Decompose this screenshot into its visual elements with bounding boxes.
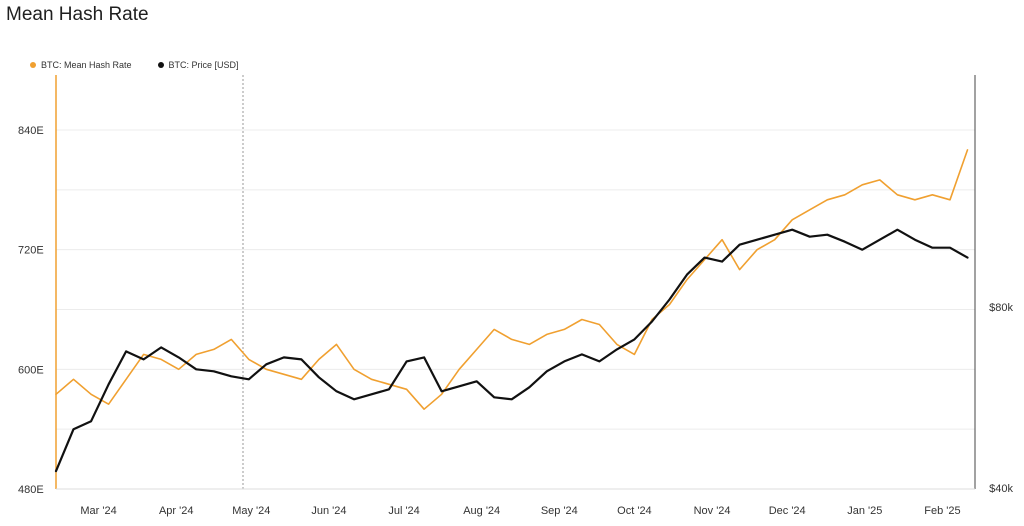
y-left-tick-label: 720E bbox=[18, 245, 44, 257]
x-tick-label: Aug '24 bbox=[463, 505, 500, 517]
y-left-tick-label: 480E bbox=[18, 484, 44, 496]
x-tick-label: Jul '24 bbox=[388, 505, 419, 517]
x-tick-label: Nov '24 bbox=[694, 505, 731, 517]
legend-item-price[interactable]: BTC: Price [USD] bbox=[157, 60, 239, 70]
series-group bbox=[54, 149, 969, 473]
x-tick-label: Apr '24 bbox=[159, 505, 194, 517]
series-line-price bbox=[54, 228, 969, 473]
series-line-hash-rate bbox=[55, 149, 969, 410]
legend-swatch-hash-rate bbox=[30, 62, 36, 68]
x-tick-label: Jun '24 bbox=[311, 505, 346, 517]
grid-lines bbox=[56, 75, 975, 490]
y-right-tick-label: $80k bbox=[989, 302, 1013, 314]
legend-item-hash-rate[interactable]: BTC: Mean Hash Rate bbox=[30, 60, 132, 70]
x-tick-label: Oct '24 bbox=[617, 505, 652, 517]
legend-label-price: BTC: Price [USD] bbox=[168, 60, 239, 70]
y-right-tick-label: $40k bbox=[989, 483, 1013, 495]
x-tick-label: May '24 bbox=[232, 505, 270, 517]
x-tick-label: Feb '25 bbox=[924, 505, 960, 517]
tick-labels: 480E 600E 720E 840E $40k $80k Mar '24 Apr '24 Ma… bbox=[18, 125, 1013, 517]
x-tick-label: Mar '24 bbox=[80, 505, 116, 517]
x-tick-label: Sep '24 bbox=[541, 505, 578, 517]
y-left-tick-label: 600E bbox=[18, 364, 44, 376]
legend-swatch-price bbox=[157, 62, 164, 68]
legend: BTC: Mean Hash Rate BTC: Price [USD] bbox=[30, 60, 239, 70]
x-tick-label: Jan '25 bbox=[847, 505, 882, 517]
x-tick-label: Dec '24 bbox=[769, 505, 806, 517]
legend-label-hash-rate: BTC: Mean Hash Rate bbox=[41, 60, 132, 70]
y-left-tick-label: 840E bbox=[18, 125, 44, 137]
axes bbox=[55, 75, 976, 490]
chart-title: Mean Hash Rate bbox=[6, 4, 149, 25]
